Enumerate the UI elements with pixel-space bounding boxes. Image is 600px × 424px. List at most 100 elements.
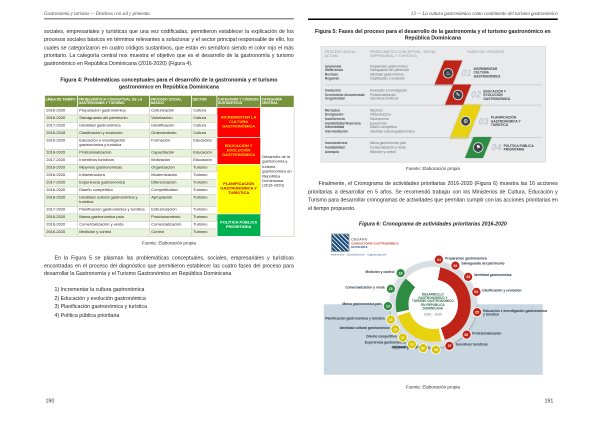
cell-problematica: Mipymes gastronómicas: [77, 163, 150, 173]
logo-line2: CONSULTORÍA GASTRONÓMICA: [351, 241, 399, 245]
accion-badge: 04: [472, 287, 481, 297]
cell-proceso-social: Estructuración: [149, 205, 192, 215]
accion-badge: 01: [435, 255, 444, 265]
fase-label: EDUCACIÓN Y EVOLUCIÓN GASTRONÓMICA: [483, 89, 511, 101]
table-row: 2017-2020 Incentivos turísticos Motivación…: [44, 156, 294, 165]
cell-problematica: Marca gastronómica país: [77, 213, 150, 222]
cronograma-ring-outer: Desarrollo gastronómico y turismo gastro…: [389, 261, 477, 349]
fase-ribbon-segment: ✎: [444, 84, 471, 106]
logo-line1: CEGAHO: [351, 237, 368, 242]
proceso-social-actual-list: Ignorancia Indiferencia Rechazo Negación: [325, 61, 370, 85]
page-left-content: Gastronomía y turismo — Destinos con sal…: [38, 8, 300, 416]
cell-periodo: 2016-2020: [44, 136, 78, 150]
accion-badge: 07: [445, 342, 454, 351]
accion-label: Clasificación y evolución: [482, 288, 522, 293]
cell-sector: Turismo: [191, 178, 218, 188]
cell-periodo: 2016-2020: [44, 228, 78, 237]
cell-proceso-social: Diferenciación: [149, 178, 192, 188]
fase-label-group: 03 PLANIFICACIÓN GASTRONÓMICA Y TURÍSTICA: [479, 116, 529, 127]
problematica-list: Mipymes Infraestructura Gastronomía Experie…: [370, 105, 445, 137]
table-column-header: CATEGORÍA Y CÓDIGOS SUSTANTIVOS: [216, 94, 261, 108]
accion-badge: 11: [398, 333, 407, 343]
cell-periodo: 2016-2020: [44, 114, 78, 123]
accion-badge: 10: [407, 340, 416, 349]
accion-label: Diseño competitivo: [366, 334, 397, 338]
cell-proceso-social: Formación: [149, 136, 192, 150]
intro-paragraph: sociales, empresariales y turísticas que…: [44, 29, 294, 67]
problematica-item: Medición y control: [369, 149, 396, 154]
fase-ribbon-segment: ⚑: [464, 137, 492, 159]
cell-sector: Educación: [191, 148, 218, 158]
figura4-title: Figura 4: Problemáticas conceptuales par…: [60, 77, 278, 90]
cell-periodo: 2016-2020: [44, 213, 78, 222]
proceso-social-item: Negación: [324, 76, 340, 81]
proceso-social-item: Informalidad: [324, 125, 345, 129]
phase-list: 1) Incrementar la cultura gastronómica 2)…: [55, 286, 294, 321]
accion-badge: 12: [391, 325, 400, 334]
cell-problematica: Experiencia gastronómica: [77, 178, 150, 188]
figura5-band: Involución Crecimiento desordenado Irregul…: [324, 84, 541, 106]
header-rule-right: [308, 18, 558, 20]
fase-number: 03: [478, 116, 489, 127]
proceso-social-item: Denigración: [324, 112, 344, 117]
cell-sector: Turismo: [191, 193, 218, 207]
accion-label: Profesionalización: [472, 330, 502, 335]
figura5-band: Ignorancia Indiferencia Rechazo Negación Pre…: [325, 60, 541, 86]
cell-periodo: 2016-2020: [44, 171, 78, 180]
cell-sector: Turismo: [191, 205, 218, 215]
cell-categoria-codigos: EDUCACIÓN Y EVOLUCIÓN GASTRONÓMICA: [216, 136, 261, 165]
fase-label: POLÍTICA PÚBLICA PRIORITARIA: [503, 143, 534, 152]
cell-problematica: Planificación gastronómica y turística: [77, 205, 150, 215]
cell-proceso-social: Control: [149, 228, 192, 237]
table-row: 2016-2020 Mipymes gastronómicas Organizaci…: [44, 163, 294, 215]
running-header-left: Gastronomía y turismo — Destinos con sal…: [44, 11, 150, 17]
accion-badge: 02: [451, 261, 460, 270]
cell-sector: Turismo: [191, 186, 218, 195]
accion-label: Identidad cultural gastronómica: [339, 325, 390, 330]
table-row: 2016-2020 Identidad cultural gastronómica…: [44, 193, 294, 207]
cell-proceso-social: Competitividad: [149, 186, 192, 195]
proceso-social-item: Intermediación: [324, 129, 348, 134]
problematica-item: Experiencia: [369, 120, 387, 125]
proceso-social-item: Inestabilidad financiera: [324, 120, 361, 125]
cell-periodo: 2017-2020: [44, 121, 78, 131]
proceso-social-item: Irregularidad: [324, 96, 345, 101]
cell-problematica: Infraestructura: [77, 171, 150, 180]
accion-badge: 05: [473, 308, 482, 317]
cell-periodo: 2017-2020: [44, 205, 78, 215]
figura5-header-problematica: PROBLEMÁTICA CONCEPTUAL, SOCIAL, EMPRESA…: [369, 50, 438, 58]
figura5-band: Mercadeo Denigración Incoherencia Inestabil…: [324, 104, 541, 139]
cell-problematica: Identidad gastronómica: [77, 121, 150, 131]
cell-sector: Turismo: [191, 171, 218, 180]
table-row: 2016-2020 Educación e investigación gastr…: [44, 136, 294, 165]
cell-problematica: Educación e investigación gastronómica y…: [77, 136, 150, 150]
cell-proceso-social: Apropiación: [149, 193, 192, 207]
cell-problematica: Salvaguarda del patrimonio: [77, 114, 150, 123]
figura6-diagram: CEGAHO CONSULTORÍA GASTRONÓMICA HOTELERA…: [320, 233, 547, 382]
table-row: 2016-2020 Marca gastronómica país Posicion…: [44, 213, 294, 237]
cell-problematica: Preparación gastronómica: [77, 106, 150, 116]
accion-label: Marca gastronómica país: [342, 302, 382, 307]
table-row: 2017-2020 Experiencia gastronómica Diferen…: [44, 178, 294, 188]
table-row: 2016-2020 Comercialización y venta Comerci…: [44, 220, 294, 230]
cronograma-paragraph: Finalmente, el Cronograma de actividades…: [308, 181, 558, 211]
table-column-header: SECTOR: [191, 94, 218, 108]
cell-problematica: Profesionalización: [77, 148, 150, 158]
cell-problematica: Clasificación y evolución: [77, 129, 150, 138]
cell-proceso-social: Organización: [149, 163, 192, 173]
problematica-list: Educación e investigación Profesionalizac…: [370, 85, 445, 104]
cronograma-ring-colored: Desarrollo gastronómico y turismo gastro…: [395, 267, 471, 343]
problematica-item: Clasificación y evolución: [369, 76, 405, 81]
problematica-list: Marca gastronómica país Comercialización …: [370, 138, 445, 157]
proceso-social-item: Crecimiento desordenado: [324, 92, 365, 97]
cell-periodo: 2016-2020: [44, 106, 78, 116]
accion-label: Infraestructura: [393, 344, 417, 349]
cell-sector: Turismo: [191, 163, 218, 173]
figura6-fuente: Fuente: Elaboración propia: [405, 385, 460, 391]
cronograma-center: Desarrollo gastronómico y turismo gastro…: [408, 279, 458, 330]
problematica-list: Preparación gastronómica Salvaguarda del …: [370, 61, 445, 85]
cell-proceso-social: Motivación: [149, 156, 192, 165]
cell-sector: Educación: [191, 136, 218, 150]
fase-label-group: 02 EDUCACIÓN Y EVOLUCIÓN GASTRONÓMICA: [471, 89, 521, 100]
table-row: 2017-2020 Identidad gastronómica Identific…: [44, 121, 294, 131]
